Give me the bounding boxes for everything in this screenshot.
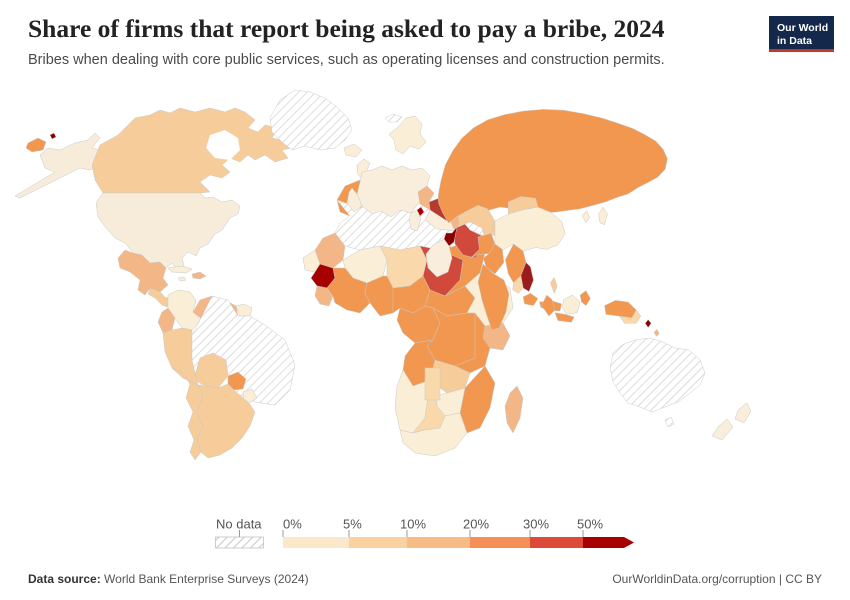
svg-text:5%: 5%: [343, 517, 362, 532]
svg-text:50%: 50%: [577, 517, 603, 532]
svg-text:20%: 20%: [463, 517, 489, 532]
svg-text:0%: 0%: [283, 517, 302, 532]
svg-text:10%: 10%: [400, 517, 426, 532]
svg-text:30%: 30%: [523, 517, 549, 532]
svg-text:No data: No data: [216, 517, 262, 532]
